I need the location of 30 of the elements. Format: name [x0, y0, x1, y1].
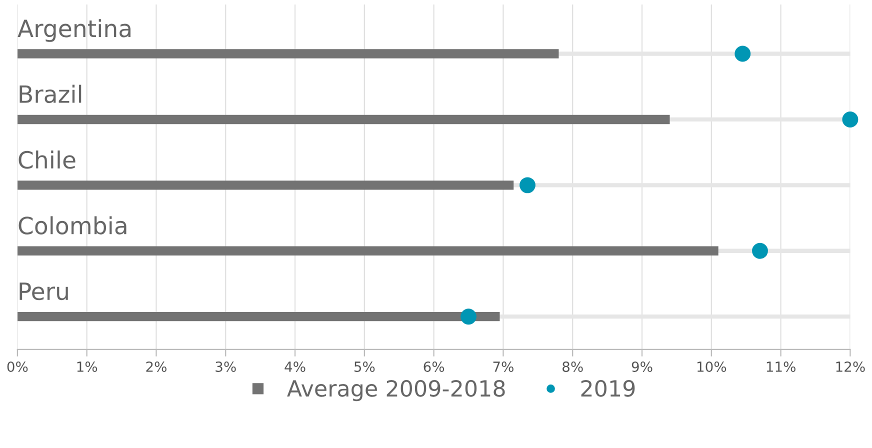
- x-tick-label: 9%: [632, 361, 652, 372]
- point: [842, 111, 858, 128]
- bar: [17, 246, 718, 256]
- bar: [17, 49, 559, 58]
- point: [752, 242, 768, 259]
- x-tick-label: 6%: [424, 361, 444, 372]
- y-tick-label: Brazil: [20, 84, 82, 104]
- point: [460, 308, 476, 325]
- x-tick-label: 10%: [697, 361, 726, 372]
- point: [520, 177, 536, 194]
- y-tick-label: Chile: [18, 150, 76, 169]
- y-tick-label: Argentina: [18, 19, 130, 42]
- x-tick-label: 8%: [562, 361, 583, 372]
- x-tick-label: 2%: [146, 361, 166, 372]
- x-tick-label: 3%: [216, 361, 236, 372]
- bar: [17, 312, 500, 322]
- legend-label: Average 2009-2018: [287, 380, 505, 402]
- x-tick-label: 5%: [354, 361, 375, 372]
- x-tick-label: 0%: [7, 361, 28, 372]
- y-tick-label: Peru: [20, 282, 68, 300]
- y-tick-label: Colombia: [18, 216, 126, 234]
- x-tick-label: 12%: [836, 361, 865, 372]
- x-tick-label: 11%: [766, 361, 796, 372]
- legend-label: 2019: [581, 380, 635, 397]
- x-tick-label: 7%: [493, 361, 514, 372]
- x-tick-label: 4%: [284, 361, 306, 372]
- bar: [17, 180, 514, 190]
- x-tick-label: 1%: [77, 361, 98, 372]
- point: [734, 46, 751, 62]
- bar: [17, 114, 670, 124]
